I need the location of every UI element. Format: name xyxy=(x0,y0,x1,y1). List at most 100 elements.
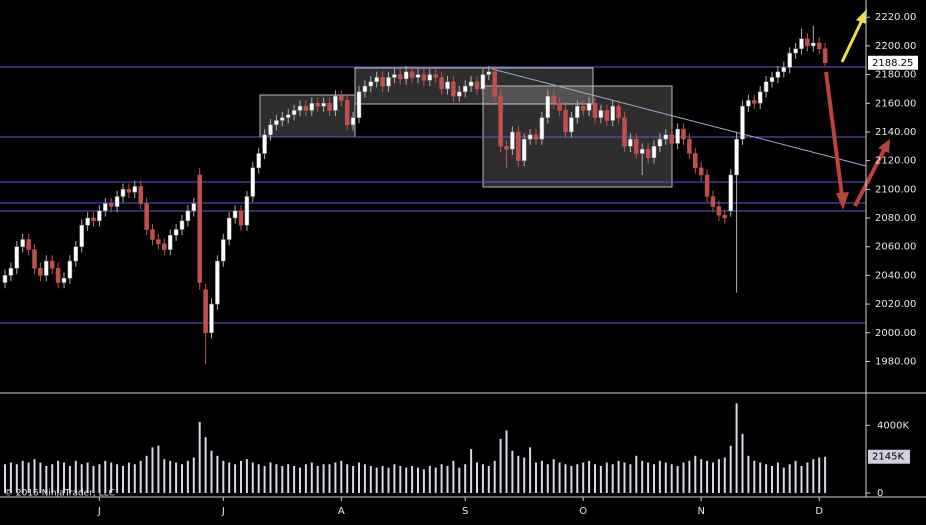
candle-body xyxy=(209,303,214,334)
volume-bar xyxy=(139,460,142,493)
volume-bar xyxy=(334,462,337,493)
candle-body xyxy=(285,114,291,118)
volume-bar xyxy=(452,460,455,493)
candle-body xyxy=(604,110,610,121)
volume-bar xyxy=(33,459,36,493)
volume-bar xyxy=(735,403,738,493)
candle-body xyxy=(138,186,143,204)
candle-body xyxy=(445,81,450,90)
candle-body xyxy=(374,77,379,83)
candle-body xyxy=(533,134,539,140)
y-tick-label: 2180.00 xyxy=(875,70,916,81)
candle-body xyxy=(675,128,680,144)
volume-bar xyxy=(363,464,366,493)
range-box xyxy=(259,94,356,138)
volume-bar xyxy=(517,455,520,493)
volume-bar xyxy=(27,462,30,493)
candle-body xyxy=(693,153,698,169)
candle-body xyxy=(386,77,391,87)
candle-body xyxy=(746,100,751,107)
candle-body xyxy=(757,91,763,104)
volume-bar xyxy=(245,459,248,493)
volume-bar xyxy=(458,467,461,493)
volume-bar xyxy=(712,462,714,493)
volume-bar xyxy=(328,464,331,493)
volume-bar xyxy=(293,465,296,493)
candle-body xyxy=(256,153,261,169)
volume-bar xyxy=(310,462,313,493)
candle-body xyxy=(108,203,114,207)
volume-bar xyxy=(635,455,638,493)
volume-bar xyxy=(759,462,762,493)
candle-body xyxy=(203,289,208,334)
volume-bar xyxy=(487,465,490,493)
volume-bar xyxy=(269,462,272,493)
candle-body xyxy=(592,103,598,118)
volume-bar xyxy=(653,464,655,493)
candle-body xyxy=(716,206,722,216)
candle-body xyxy=(333,95,338,111)
candle-body xyxy=(2,275,8,283)
candle-body xyxy=(752,100,757,104)
x-tick-label: A xyxy=(338,506,345,517)
candle-body xyxy=(274,120,279,126)
candle-body xyxy=(816,42,822,50)
candle-body xyxy=(728,174,733,212)
volume-bar xyxy=(723,457,726,493)
candle-body xyxy=(539,117,545,140)
volume-bar xyxy=(422,469,425,493)
volume-bar xyxy=(765,464,768,493)
volume-bar xyxy=(493,460,496,493)
candle-body xyxy=(409,71,415,78)
volume-bar xyxy=(523,457,526,493)
candle-body xyxy=(769,77,775,83)
volume-bar xyxy=(299,467,301,493)
candle-body xyxy=(350,117,356,126)
y-tick-label: 2080.00 xyxy=(875,213,916,224)
volume-bar xyxy=(399,465,402,493)
volume-bar xyxy=(198,421,201,493)
candle-body xyxy=(628,138,633,147)
candle-body xyxy=(250,167,256,197)
candle-body xyxy=(362,85,368,93)
candle-body xyxy=(156,239,161,245)
volume-bar xyxy=(21,460,24,493)
candle-body xyxy=(710,196,716,207)
candle-body xyxy=(173,229,179,236)
volume-bar xyxy=(570,465,573,493)
volume-bar xyxy=(446,465,449,493)
candle-body xyxy=(639,148,645,154)
candle-body xyxy=(557,103,562,111)
volume-bar xyxy=(116,464,119,493)
volume-bar xyxy=(257,464,260,493)
volume-bar xyxy=(688,460,691,493)
volume-bar xyxy=(281,465,284,493)
candle-body xyxy=(103,203,108,212)
candle-body xyxy=(433,74,438,78)
volume-bar xyxy=(234,464,237,493)
arrows xyxy=(824,9,890,210)
volume-bar xyxy=(434,467,437,493)
candle-body xyxy=(114,196,120,207)
volume-bar xyxy=(15,464,18,493)
candle-body xyxy=(457,91,462,97)
volume-bar xyxy=(540,460,543,493)
candle-body xyxy=(380,77,385,87)
volume-bar xyxy=(776,462,779,493)
volume-tick-label: 4000K xyxy=(877,420,909,431)
last-volume-box xyxy=(868,449,910,464)
candle-body xyxy=(580,105,586,111)
volume-bar xyxy=(818,457,821,493)
volume-bar xyxy=(682,462,685,493)
volume-bar xyxy=(617,460,620,493)
candle-body xyxy=(498,95,503,147)
candle-body xyxy=(238,210,244,226)
candle-body xyxy=(327,103,332,111)
volume-bar xyxy=(9,462,12,493)
candle-body xyxy=(569,117,574,133)
volume-bar xyxy=(505,430,508,493)
candle-body xyxy=(657,138,663,147)
volume-bar xyxy=(717,459,720,493)
candle-body xyxy=(221,239,226,262)
volume-bar xyxy=(86,462,89,493)
